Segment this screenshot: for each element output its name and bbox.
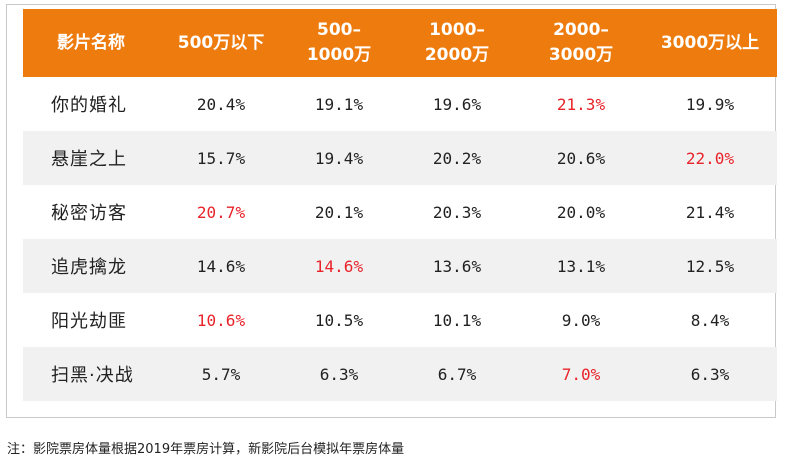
column-header-tier-4: 2000– 3000万 [519, 9, 643, 77]
share-cell: 12.5% [685, 256, 735, 276]
share-cell: 21.4% [685, 202, 735, 222]
highlighted-share-cell: 20.7% [196, 202, 246, 222]
highlighted-share-cell: 22.0% [685, 148, 735, 168]
share-cell: 8.4% [690, 310, 730, 330]
table-row: 扫黑·决战 5.7% 6.3% 6.7% 7.0% 6.3% [23, 347, 777, 401]
share-cell: 19.1% [314, 94, 364, 114]
table-row: 秘密访客 20.7% 20.1% 20.3% 20.0% 21.4% [23, 185, 777, 239]
column-header-film-name: 影片名称 [23, 9, 159, 77]
highlighted-share-cell: 7.0% [561, 364, 601, 384]
share-cell: 20.3% [432, 202, 482, 222]
column-header-line: 3000万以上 [660, 32, 760, 53]
share-cell: 10.5% [314, 310, 364, 330]
column-header-line: 500万以下 [177, 32, 265, 53]
column-header-line: 1000万 [306, 45, 372, 65]
share-cell: 20.4% [196, 94, 246, 114]
column-header-line: 2000万 [424, 45, 490, 65]
highlighted-share-cell: 10.6% [196, 310, 246, 330]
column-header-text: 1000– 2000万 [425, 18, 489, 68]
table-header: 影片名称 500万以下 500– 1000万 1000– 2000万 2000– 3000万 3… [23, 9, 777, 77]
table-row: 你的婚礼 20.4% 19.1% 19.6% 21.3% 19.9% [23, 77, 777, 131]
table-row: 追虎擒龙 14.6% 14.6% 13.6% 13.1% 12.5% [23, 239, 777, 293]
highlighted-share-cell: 21.3% [556, 94, 606, 114]
film-name-cell: 悬崖之上 [51, 149, 127, 170]
share-cell: 20.1% [314, 202, 364, 222]
share-cell: 15.7% [196, 148, 246, 168]
share-cell: 13.1% [556, 256, 606, 276]
table-body: 你的婚礼 20.4% 19.1% 19.6% 21.3% 19.9% 悬崖之上 15.7% 19… [23, 77, 777, 401]
share-cell: 6.3% [319, 364, 359, 384]
column-header-text: 3000万以上 [661, 31, 759, 56]
share-cell: 13.6% [432, 256, 482, 276]
share-cell: 6.3% [690, 364, 730, 384]
column-header-text: 影片名称 [57, 31, 125, 56]
column-header-text: 500万以下 [178, 31, 265, 56]
column-header-tier-1: 500万以下 [159, 9, 283, 77]
share-cell: 6.7% [437, 364, 477, 384]
share-cell: 20.0% [556, 202, 606, 222]
box-office-share-table: 影片名称 500万以下 500– 1000万 1000– 2000万 2000– 3000万 3… [23, 9, 777, 401]
column-header-line: 1000– [429, 20, 485, 40]
column-header-text: 2000– 3000万 [549, 18, 613, 68]
table-row: 悬崖之上 15.7% 19.4% 20.2% 20.6% 22.0% [23, 131, 777, 185]
column-header-tier-3: 1000– 2000万 [395, 9, 519, 77]
column-header-tier-5: 3000万以上 [643, 9, 777, 77]
share-cell: 19.9% [685, 94, 735, 114]
footnote: 注：影院票房体量根据2019年票房计算，新影院后台模拟年票房体量 [7, 442, 405, 457]
film-name-cell: 你的婚礼 [51, 95, 127, 116]
share-cell: 9.0% [561, 310, 601, 330]
film-name-cell: 扫黑·决战 [51, 365, 134, 386]
share-cell: 10.1% [432, 310, 482, 330]
column-header-line: 2000– [553, 20, 609, 40]
share-cell: 5.7% [201, 364, 241, 384]
share-cell: 14.6% [196, 256, 246, 276]
table-row: 阳光劫匪 10.6% 10.5% 10.1% 9.0% 8.4% [23, 293, 777, 347]
column-header-line: 3000万 [548, 45, 614, 65]
column-header-tier-2: 500– 1000万 [283, 9, 395, 77]
film-name-cell: 追虎擒龙 [51, 257, 127, 278]
column-header-line: 500– [316, 20, 361, 40]
column-header-text: 500– 1000万 [307, 18, 371, 68]
share-cell: 19.6% [432, 94, 482, 114]
column-header-line: 影片名称 [57, 32, 125, 53]
film-name-cell: 阳光劫匪 [51, 311, 127, 332]
highlighted-share-cell: 14.6% [314, 256, 364, 276]
share-cell: 19.4% [314, 148, 364, 168]
film-name-cell: 秘密访客 [51, 203, 127, 224]
share-cell: 20.6% [556, 148, 606, 168]
share-cell: 20.2% [432, 148, 482, 168]
